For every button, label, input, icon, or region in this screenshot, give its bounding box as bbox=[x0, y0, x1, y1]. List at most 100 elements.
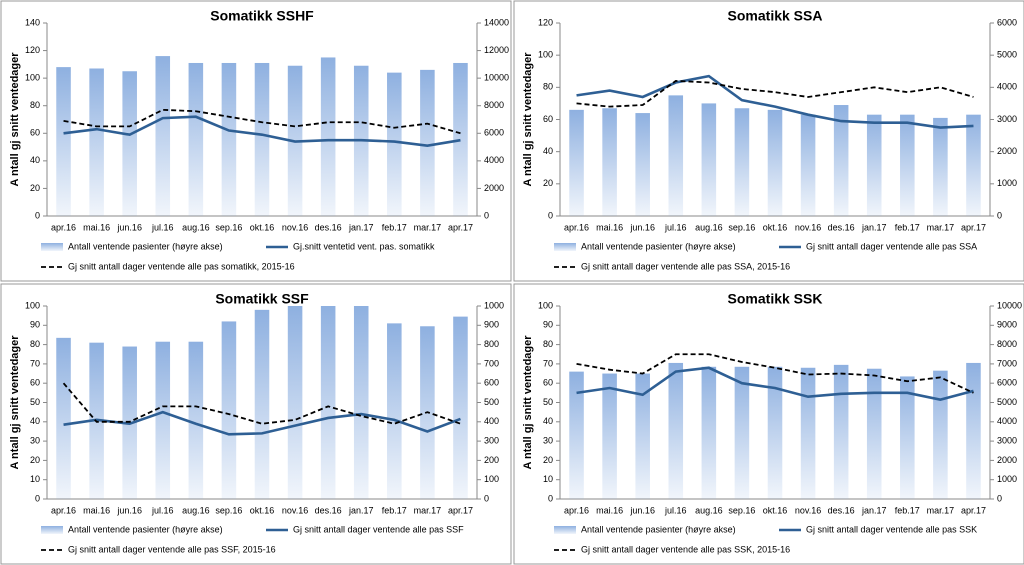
y-tick-label: 0 bbox=[35, 493, 40, 503]
bar bbox=[900, 376, 915, 499]
x-tick-label: mai.16 bbox=[596, 222, 623, 232]
x-tick-label: jul.16 bbox=[151, 222, 174, 232]
line bbox=[576, 74, 974, 129]
y2-tick-label: 1000 bbox=[997, 474, 1017, 484]
bar bbox=[353, 306, 369, 499]
bar-group bbox=[56, 306, 468, 499]
bar bbox=[320, 57, 336, 216]
x-tick-label: jun.16 bbox=[629, 505, 655, 515]
line bbox=[576, 353, 974, 394]
legend-label: Gj snitt antall dager ventende alle pas … bbox=[806, 524, 977, 534]
bar bbox=[122, 71, 137, 216]
x-tick-label: mai.16 bbox=[596, 505, 623, 515]
x-tick-label: mar.17 bbox=[927, 505, 955, 515]
y-tick-label: 90 bbox=[30, 320, 40, 330]
chart-title: Somatikk SSF bbox=[215, 291, 309, 307]
bar bbox=[287, 306, 303, 499]
x-tick-label: apr.16 bbox=[564, 505, 589, 515]
x-tick-label: nov.16 bbox=[795, 222, 821, 232]
bar bbox=[800, 367, 816, 499]
x-tick-label: apr.16 bbox=[51, 222, 76, 232]
y-tick-label: 80 bbox=[543, 339, 553, 349]
y-tick-label: 140 bbox=[25, 17, 40, 27]
bar bbox=[767, 366, 783, 499]
y2-tick-label: 3000 bbox=[997, 114, 1017, 124]
legend-label: Antall ventende pasienter (høyre akse) bbox=[581, 524, 736, 534]
y2-tick-label: 300 bbox=[484, 435, 499, 445]
bar bbox=[221, 321, 237, 499]
y-tick-label: 30 bbox=[543, 435, 553, 445]
x-tick-label: mar.17 bbox=[927, 222, 955, 232]
x-tick-label: apr.17 bbox=[961, 222, 986, 232]
y-tick-label: 90 bbox=[543, 320, 553, 330]
legend-label: Gj snitt antall dager ventende alle pas … bbox=[68, 261, 295, 271]
x-tick-label: aug.16 bbox=[182, 222, 210, 232]
x-tick-label: okt.16 bbox=[763, 505, 788, 515]
bar bbox=[569, 109, 584, 216]
y2-tick-label: 14000 bbox=[484, 17, 509, 27]
y2-tick-label: 500 bbox=[484, 397, 499, 407]
x-tick-label: jul.16 bbox=[664, 505, 687, 515]
x-tick-label: apr.16 bbox=[564, 222, 589, 232]
y-axis-label: A ntall gj snitt ventedager bbox=[522, 52, 534, 187]
x-tick-label: okt.16 bbox=[763, 222, 788, 232]
y-tick-label: 100 bbox=[25, 73, 40, 83]
bar bbox=[221, 62, 237, 216]
y-tick-label: 40 bbox=[30, 416, 40, 426]
legend-swatch bbox=[41, 243, 63, 251]
y2-tick-label: 0 bbox=[997, 210, 1002, 220]
y-tick-label: 50 bbox=[543, 397, 553, 407]
y2-tick-label: 12000 bbox=[484, 45, 509, 55]
x-tick-label: feb.17 bbox=[382, 222, 407, 232]
y2-tick-label: 1000 bbox=[997, 178, 1017, 188]
legend-swatch bbox=[554, 243, 576, 251]
x-tick-label: feb.17 bbox=[895, 222, 920, 232]
y-tick-label: 20 bbox=[543, 178, 553, 188]
x-tick-label: nov.16 bbox=[282, 505, 308, 515]
x-tick-label: mai.16 bbox=[83, 222, 110, 232]
line bbox=[576, 79, 974, 108]
x-tick-label: mar.17 bbox=[414, 505, 442, 515]
y-tick-label: 10 bbox=[30, 474, 40, 484]
y2-tick-label: 1000 bbox=[484, 300, 504, 310]
legend-swatch bbox=[554, 526, 576, 534]
bar bbox=[254, 309, 270, 499]
x-tick-label: sep.16 bbox=[215, 505, 242, 515]
y2-tick-label: 3000 bbox=[997, 435, 1017, 445]
y-tick-label: 60 bbox=[30, 378, 40, 388]
y-tick-label: 60 bbox=[543, 378, 553, 388]
y2-tick-label: 400 bbox=[484, 416, 499, 426]
y2-tick-label: 2000 bbox=[997, 146, 1017, 156]
y2-tick-label: 200 bbox=[484, 455, 499, 465]
y2-tick-label: 5000 bbox=[997, 397, 1017, 407]
x-tick-label: sep.16 bbox=[728, 222, 755, 232]
bar bbox=[453, 62, 468, 216]
x-tick-label: jan.17 bbox=[861, 505, 887, 515]
line bbox=[63, 410, 461, 436]
x-tick-label: okt.16 bbox=[250, 222, 275, 232]
y-axis-label: A ntall gj snitt ventedager bbox=[9, 52, 21, 187]
y-tick-label: 20 bbox=[30, 183, 40, 193]
bar bbox=[866, 368, 882, 499]
bar bbox=[602, 373, 617, 499]
y-tick-label: 40 bbox=[543, 146, 553, 156]
bar bbox=[767, 109, 783, 216]
bar bbox=[734, 108, 750, 216]
legend-label: Antall ventende pasienter (høyre akse) bbox=[581, 241, 736, 251]
y2-tick-label: 2000 bbox=[484, 183, 504, 193]
bar bbox=[668, 95, 684, 216]
y-tick-label: 60 bbox=[543, 114, 553, 124]
bar bbox=[800, 114, 816, 216]
y2-tick-label: 0 bbox=[484, 493, 489, 503]
bar bbox=[420, 69, 435, 216]
chart-panel: Somatikk SSHF A ntall gj snitt ventedager… bbox=[0, 0, 512, 282]
y-tick-label: 10 bbox=[543, 474, 553, 484]
bar bbox=[833, 364, 849, 499]
bar bbox=[453, 316, 468, 499]
chart-title: Somatikk SSK bbox=[728, 291, 823, 307]
y-tick-label: 100 bbox=[538, 50, 553, 60]
bar bbox=[56, 337, 71, 499]
bar bbox=[866, 114, 882, 216]
y-tick-label: 20 bbox=[543, 455, 553, 465]
